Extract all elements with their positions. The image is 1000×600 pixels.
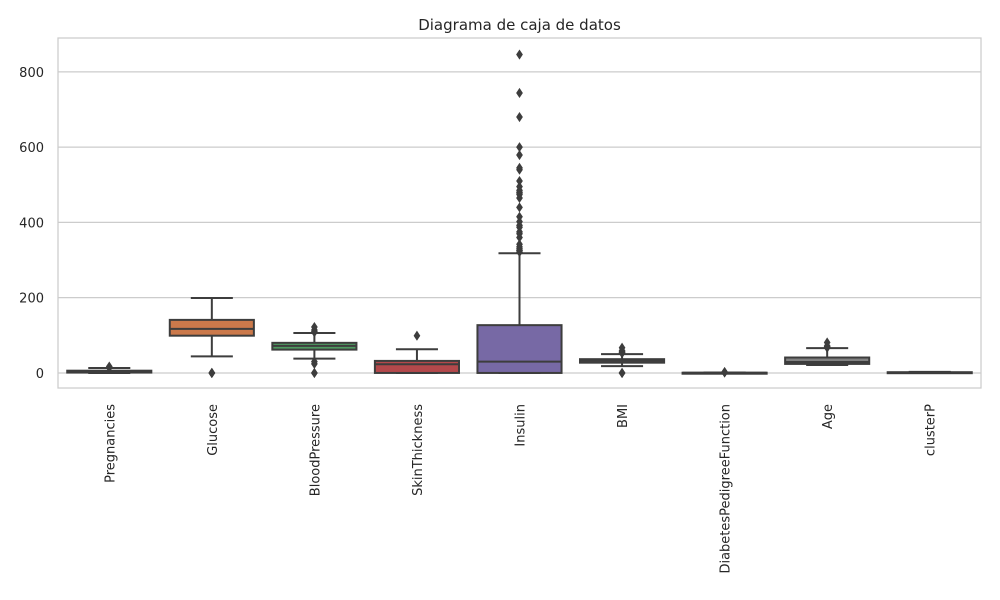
- y-tick-label-200: 200: [19, 292, 44, 307]
- outlier-insulin-26: [516, 87, 523, 98]
- box-age: [784, 356, 871, 365]
- box-group-blood-pressure: [271, 321, 358, 378]
- x-tick-label-insulin: Insulin: [514, 404, 529, 447]
- outlier-pregnancies-2: [105, 361, 113, 372]
- outlier-bmi-8: [618, 342, 626, 353]
- x-tick-label-skin-thickness: SkinThickness: [411, 404, 426, 496]
- y-tick-label-800: 800: [19, 66, 44, 81]
- outlier-insulin-5: [516, 239, 523, 250]
- y-tick-label-0: 0: [36, 367, 44, 382]
- plot-area-frame: [57, 37, 982, 389]
- box-glucose: [168, 318, 255, 337]
- box-group-skin-thickness: [373, 330, 460, 374]
- outlier-blood-pressure-7: [311, 321, 318, 333]
- box-group-bmi: [579, 342, 666, 378]
- x-tick-label-diabetes-pedigree-function: DiabetesPedigreeFunction: [719, 404, 734, 574]
- x-axis-labels: Pregnancies Glucose BloodPressure SkinThick…: [103, 404, 938, 574]
- x-tick-label-glucose: Glucose: [206, 404, 221, 456]
- box-group-glucose: [168, 297, 255, 378]
- x-tick-label-cluster-p: clusterP: [924, 404, 939, 456]
- box-group-cluster-p: [886, 370, 973, 375]
- outlier-age-5: [823, 337, 831, 348]
- outlier-insulin-22: [516, 162, 523, 173]
- outlier-insulin-25: [516, 111, 523, 123]
- box-group-age: [784, 337, 871, 367]
- y-axis-ticks: 0 200 400 600 800: [19, 66, 44, 382]
- outlier-diabetes-pedigree-function-4: [721, 366, 728, 378]
- y-tick-label-400: 400: [19, 216, 44, 231]
- chart-title: Diagrama de caja de datos: [418, 16, 621, 34]
- y-tick-label-600: 600: [19, 141, 44, 156]
- outlier-insulin-27: [516, 49, 523, 60]
- x-tick-label-age: Age: [821, 404, 836, 429]
- box-group-diabetes-pedigree-function: [681, 366, 768, 378]
- box-group-insulin: [476, 49, 563, 374]
- box-skin-thickness: [373, 359, 460, 374]
- outlier-insulin-20: [516, 175, 523, 187]
- outlier-insulin-24: [516, 142, 523, 153]
- outlier-skin-thickness-0: [413, 330, 421, 341]
- x-tick-label-pregnancies: Pregnancies: [103, 404, 118, 483]
- outlier-blood-pressure-3: [311, 356, 318, 367]
- outlier-insulin-23: [516, 150, 523, 161]
- outlier-glucose-4: [208, 367, 216, 378]
- outlier-blood-pressure-1: [311, 367, 318, 378]
- outlier-insulin-12: [516, 211, 523, 222]
- x-tick-label-blood-pressure: BloodPressure: [308, 404, 323, 496]
- boxes: [66, 49, 973, 378]
- outlier-insulin-19: [516, 181, 523, 192]
- box-insulin: [476, 324, 563, 374]
- x-tick-label-bmi: BMI: [616, 404, 631, 428]
- outlier-bmi-2: [618, 367, 626, 378]
- outlier-insulin-13: [516, 202, 523, 213]
- box-group-pregnancies: [66, 361, 153, 374]
